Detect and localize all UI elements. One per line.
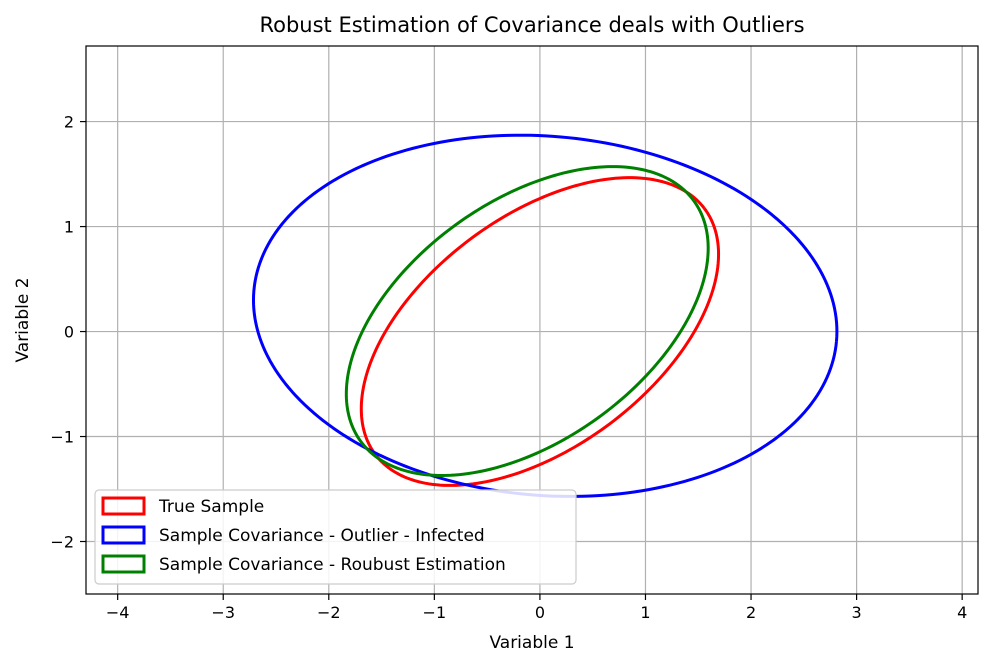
x-tick-label: −1 [423,603,447,622]
legend-entry-label: True Sample [158,497,264,517]
legend-swatch [101,496,146,516]
legend-entry-label: Sample Covariance - Roubust Estimation [159,555,506,575]
axes-frame [85,45,979,595]
plot-curves [251,133,839,498]
y-axis-label: Variable 2 [13,277,33,362]
x-axis-label: Variable 1 [489,633,574,653]
y-tick-label: −2 [50,533,74,552]
y-tick-label: 2 [64,113,74,132]
y-tick-label: 0 [64,323,74,342]
ellipse-series-2 [251,133,839,498]
x-tick-label: −4 [106,603,130,622]
x-tick-label: −3 [211,603,235,622]
legend-swatch [101,525,146,545]
ticks: −4 −3 −2 −1 0 1 2 3 4 −2 −1 0 1 2 [50,113,967,622]
x-tick-label: 4 [957,603,967,622]
legend-box [94,489,577,585]
x-tick-label: 3 [852,603,862,622]
legend: True Sample Sample Covariance - Outlier -… [94,489,577,585]
legend-swatch [101,554,146,574]
x-tick-label: −2 [317,603,341,622]
y-tick-label: −1 [50,428,74,447]
ellipse-series-3 [344,165,710,477]
x-tick-label: 2 [746,603,756,622]
legend-entry-label: Sample Covariance - Outlier - Infected [159,526,485,546]
x-tick-label: 1 [640,603,650,622]
chart-title: Robust Estimation of Covariance deals wi… [259,13,804,37]
x-tick-label: 0 [535,603,545,622]
y-tick-label: 1 [64,218,74,237]
